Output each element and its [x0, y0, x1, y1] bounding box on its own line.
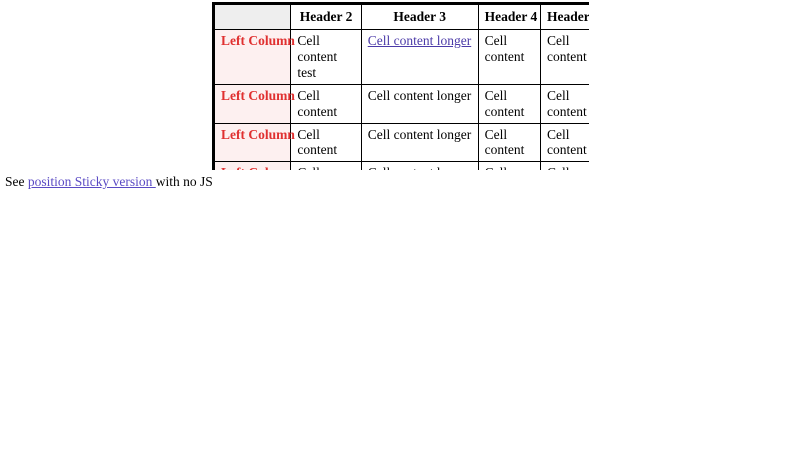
header-cell-3: Header 3 [361, 2, 479, 30]
table-cell: Cell content longer [361, 123, 479, 163]
header-row: Header 2 Header 3 Header 4 Header 5 Head… [212, 2, 589, 30]
table-cell: Cell content longer [361, 84, 479, 124]
header-cell-4: Header 4 [478, 2, 541, 30]
table-cell: Cell content [291, 84, 362, 124]
table-row: Left Column Cell content Cell content lo… [212, 162, 589, 170]
table-cell: Cell content [291, 123, 362, 163]
note-prefix: See [5, 174, 28, 189]
table-row: Left Column Cell content test Cell conte… [212, 29, 589, 85]
table-cell: Cell content [478, 84, 541, 124]
left-column-cell: Left Column [212, 123, 295, 163]
table-cell: Cell content [540, 123, 589, 163]
note-line: See position Sticky version with no JS [5, 174, 213, 190]
table-cell: Cell content [291, 162, 362, 170]
cell-link[interactable]: Cell content longer [367, 32, 472, 48]
table-cell: Cell content [540, 84, 589, 124]
header-cell-2: Header 2 [291, 2, 362, 30]
table-row: Left Column Cell content Cell content lo… [212, 123, 589, 163]
table-cell: Cell content longer [361, 162, 479, 170]
left-column-cell: Left Column [212, 29, 295, 85]
table-cell: Cell content [478, 29, 541, 85]
sticky-column-table: Header 2 Header 3 Header 4 Header 5 Head… [212, 2, 589, 170]
header-cell-corner [212, 2, 292, 30]
left-column-cell: Left Column [212, 84, 295, 124]
left-column-cell: Left Column [212, 162, 295, 170]
position-sticky-version-link[interactable]: position Sticky version [27, 174, 156, 189]
note-suffix: with no JS [155, 174, 213, 189]
table-row: Left Column Cell content Cell content lo… [212, 84, 589, 124]
table-cell: Cell content [540, 29, 589, 85]
header-cell-5: Header 5 [540, 2, 589, 30]
table-header: Header 2 Header 3 Header 4 Header 5 Head… [212, 2, 589, 30]
table-scroll-viewport[interactable]: Header 2 Header 3 Header 4 Header 5 Head… [212, 2, 589, 170]
table-cell: Cell content test [291, 29, 362, 85]
table-cell: Cell content [478, 123, 541, 163]
table-cell: Cell content [478, 162, 541, 170]
table-cell-link: Cell content longer [361, 29, 479, 85]
table-body: Left Column Cell content test Cell conte… [212, 29, 589, 170]
table-cell: Cell content [540, 162, 589, 170]
